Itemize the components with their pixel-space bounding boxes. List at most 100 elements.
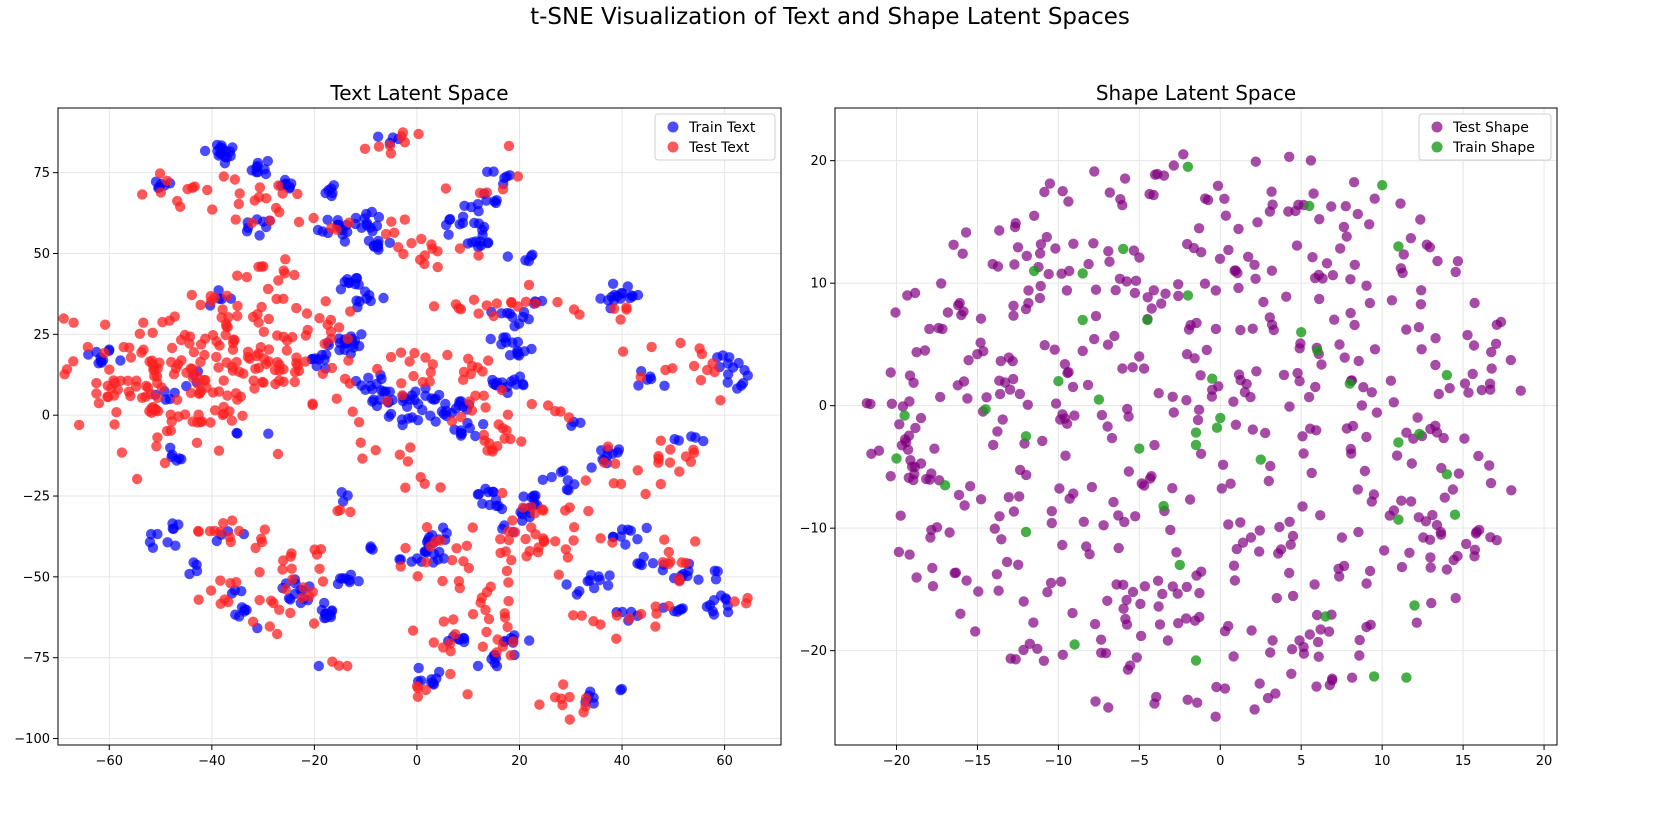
test-shape-point [1173, 279, 1184, 290]
test-shape-point [1012, 242, 1024, 253]
train-text-point [693, 574, 704, 585]
test-shape-point [1298, 448, 1309, 459]
test-text-point [263, 313, 274, 325]
test-shape-point [1136, 478, 1148, 489]
test-text-point [503, 577, 514, 588]
test-shape-point [975, 337, 986, 348]
test-text-point [373, 141, 385, 152]
test-text-point [234, 188, 245, 199]
test-shape-point [1068, 238, 1079, 249]
test-shape-point [1435, 529, 1447, 540]
train-text-point [160, 394, 171, 405]
train-text-point [384, 237, 395, 248]
test-shape-point [915, 412, 927, 424]
test-text-point [473, 250, 484, 261]
test-shape-point [1029, 210, 1040, 221]
test-shape-point [1104, 187, 1116, 198]
test-shape-point [952, 380, 963, 391]
test-shape-point [1405, 496, 1417, 507]
train-text-point [588, 698, 599, 709]
test-shape-point [1294, 376, 1305, 387]
test-text-point [287, 574, 298, 585]
train-text-point [284, 182, 296, 193]
test-shape-point [902, 444, 914, 455]
train-text-point [152, 528, 163, 540]
test-text-point [463, 562, 475, 574]
test-shape-point [1089, 333, 1100, 345]
test-text-point [503, 526, 514, 537]
test-text-point [254, 594, 265, 606]
test-shape-point [1425, 562, 1436, 573]
test-text-point [435, 482, 446, 493]
test-shape-point [1160, 288, 1171, 299]
test-shape-point [1254, 525, 1266, 536]
test-text-point [512, 301, 523, 312]
test-shape-point [1441, 564, 1453, 575]
train-shape-point [1053, 376, 1064, 387]
test-shape-point [1388, 505, 1400, 516]
test-text-point [417, 376, 429, 388]
test-text-point [230, 214, 241, 225]
train-text-point [613, 444, 625, 455]
train-text-point [150, 176, 162, 187]
test-shape-point [1216, 483, 1228, 494]
test-text-point [372, 363, 383, 375]
test-text-point [144, 406, 155, 417]
test-shape-point [1254, 546, 1265, 557]
y-tick-label: −100 [14, 732, 50, 747]
test-text-point [673, 573, 685, 584]
test-shape-point [1102, 339, 1114, 350]
test-text-point [172, 359, 184, 370]
test-shape-point [1303, 391, 1315, 403]
test-text-point [404, 356, 415, 367]
test-text-point [564, 714, 575, 725]
test-text-point [246, 217, 258, 228]
test-shape-point [1287, 590, 1299, 602]
test-shape-point [1217, 459, 1229, 470]
test-text-point [308, 618, 320, 629]
test-shape-point [949, 567, 960, 579]
test-shape-point [1235, 517, 1246, 528]
test-shape-point [1364, 565, 1376, 577]
train-text-point [563, 485, 574, 496]
test-text-point [653, 457, 664, 468]
test-shape-point [1396, 561, 1408, 573]
test-shape-point [1201, 344, 1213, 356]
test-shape-point [1231, 543, 1243, 555]
train-text-point [443, 229, 454, 240]
test-shape-point [1476, 384, 1488, 396]
test-shape-point [1327, 673, 1338, 684]
test-shape-point [1064, 265, 1075, 277]
train-text-point [737, 378, 749, 389]
test-shape-point [957, 248, 968, 259]
test-shape-point [1173, 618, 1184, 629]
test-text-point [247, 616, 259, 627]
test-text-point [650, 621, 661, 632]
test-shape-point [1067, 381, 1079, 393]
test-text-point [517, 502, 529, 513]
test-text-point [172, 394, 183, 405]
test-text-point [558, 679, 569, 690]
test-text-point [564, 691, 575, 703]
test-text-point [185, 387, 197, 399]
test-shape-point [1452, 256, 1464, 267]
test-text-point [635, 608, 647, 620]
test-shape-point [1306, 467, 1317, 479]
text-latent-space-plot: Text Latent Space −60 −40 −20 0 20 40 60 −100 −7… [14, 81, 782, 769]
test-shape-point [1413, 512, 1425, 523]
test-shape-point [1284, 401, 1295, 412]
train-text-point [472, 660, 484, 672]
test-text-point [278, 376, 289, 387]
test-shape-point [1035, 239, 1047, 250]
test-text-point [264, 621, 275, 632]
test-text-point [412, 571, 423, 582]
test-text-point [473, 308, 484, 319]
train-shape-point [1207, 373, 1218, 384]
test-shape-point [1021, 250, 1032, 262]
test-shape-point [1469, 551, 1480, 562]
test-text-point [286, 548, 297, 559]
y-tick-label: 0 [42, 409, 50, 424]
test-shape-point [1046, 506, 1058, 517]
test-shape-point [1432, 255, 1443, 267]
test-text-point [408, 370, 419, 382]
